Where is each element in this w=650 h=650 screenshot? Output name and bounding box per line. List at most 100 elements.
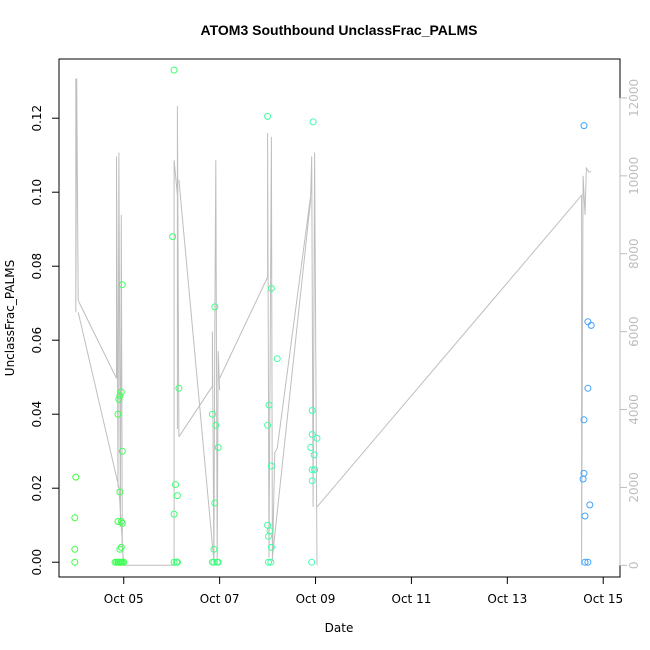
data-point	[208, 410, 216, 418]
data-point	[579, 475, 587, 483]
data-point	[117, 543, 125, 551]
data-point	[264, 421, 272, 429]
altitude-line-segment	[276, 152, 318, 566]
y-tick-label: 0.12	[30, 105, 44, 132]
data-point	[267, 284, 275, 292]
data-point	[584, 558, 592, 566]
data-point	[267, 558, 275, 566]
data-point	[211, 303, 219, 311]
data-point	[118, 519, 126, 527]
data-point	[267, 543, 275, 551]
altitude-line-segment	[77, 152, 123, 546]
data-point	[116, 488, 124, 496]
data-point	[170, 558, 178, 566]
data-point	[210, 545, 218, 553]
altitude-line-segment	[178, 160, 221, 566]
data-point	[175, 384, 183, 392]
data-point	[308, 466, 316, 474]
data-point	[580, 122, 588, 130]
data-point	[584, 384, 592, 392]
data-point	[264, 112, 272, 120]
data-point	[115, 395, 123, 403]
data-point	[71, 514, 79, 522]
altitude-line-segment	[271, 199, 312, 558]
x-tick-label: Oct 09	[296, 592, 336, 606]
altitude-line-segment	[178, 179, 215, 562]
data-point	[210, 558, 218, 566]
data-point	[584, 318, 592, 326]
data-point	[265, 532, 272, 540]
data-point	[212, 421, 220, 429]
data-point	[71, 545, 79, 553]
x-tick-label: Oct 13	[487, 592, 527, 606]
y2-tick-label: 6000	[627, 316, 641, 347]
x-axis: Oct 05 Oct 07 Oct 09 Oct 11 Oct 13 Oct 15	[104, 576, 623, 606]
data-point	[117, 388, 125, 396]
altitude-line-segment	[77, 312, 125, 566]
x-axis-label: Date	[325, 621, 354, 635]
data-point	[267, 462, 275, 470]
data-point	[273, 355, 281, 363]
data-point	[264, 521, 272, 529]
data-point	[114, 410, 122, 418]
y-tick-label: 0.02	[30, 475, 44, 502]
data-point	[120, 558, 128, 566]
data-point	[173, 492, 181, 500]
data-point	[581, 512, 589, 520]
y-axis: 0.00 0.02 0.04 0.06 0.08 0.10 0.12	[30, 105, 60, 576]
y-tick-label: 0.10	[30, 179, 44, 206]
data-point	[211, 499, 219, 507]
data-point	[580, 416, 588, 424]
data-point	[114, 518, 122, 525]
y2-tick-label: 0	[627, 561, 641, 569]
data-point	[581, 558, 589, 566]
altitude-line-segment	[121, 105, 180, 566]
data-point	[170, 66, 178, 74]
data-point	[172, 481, 179, 488]
data-point	[307, 444, 315, 451]
data-point	[308, 477, 316, 485]
data-point	[265, 401, 273, 409]
data-point	[308, 558, 316, 566]
y-tick-label: 0.06	[30, 327, 44, 354]
data-point	[310, 451, 318, 459]
y-tick-label: 0.08	[30, 253, 44, 280]
y2-tick-label: 2000	[627, 472, 641, 503]
data-point	[308, 407, 316, 414]
y-tick-label: 0.00	[30, 549, 44, 576]
altitude-line-segment	[219, 132, 278, 562]
y2-axis: 0 2000 4000 6000 8000 10000 12000	[619, 79, 641, 569]
data-point	[72, 473, 80, 481]
x-tick-label: Oct 07	[200, 592, 240, 606]
y2-tick-label: 12000	[627, 79, 641, 117]
data-points-layer	[71, 66, 595, 566]
data-point	[169, 233, 177, 241]
plot-frame	[58, 58, 621, 578]
data-point	[586, 501, 594, 509]
x-tick-label: Oct 11	[392, 592, 432, 606]
data-point	[214, 444, 222, 451]
data-point	[71, 558, 79, 566]
y-axis-label: UnclassFrac_PALMS	[3, 260, 17, 376]
y-tick-label: 0.04	[30, 401, 44, 428]
data-point	[265, 558, 272, 566]
data-point	[587, 321, 595, 329]
data-point	[313, 434, 321, 442]
x-tick-label: Oct 05	[104, 592, 144, 606]
data-point	[116, 392, 124, 400]
data-point	[309, 118, 317, 126]
data-point	[116, 545, 124, 553]
altitude-line-segment	[316, 166, 592, 566]
altitude-line-segment	[75, 78, 79, 313]
altitude-line-layer	[75, 78, 592, 566]
data-point	[214, 558, 222, 566]
chart-title: ATOM3 Southbound UnclassFrac_PALMS	[201, 22, 478, 38]
data-point	[118, 447, 126, 455]
x-tick-label: Oct 15	[583, 592, 623, 606]
data-point	[170, 510, 178, 518]
data-point	[173, 558, 181, 566]
y2-tick-label: 8000	[627, 238, 641, 269]
data-point	[118, 281, 126, 289]
y2-tick-label: 4000	[627, 394, 641, 425]
